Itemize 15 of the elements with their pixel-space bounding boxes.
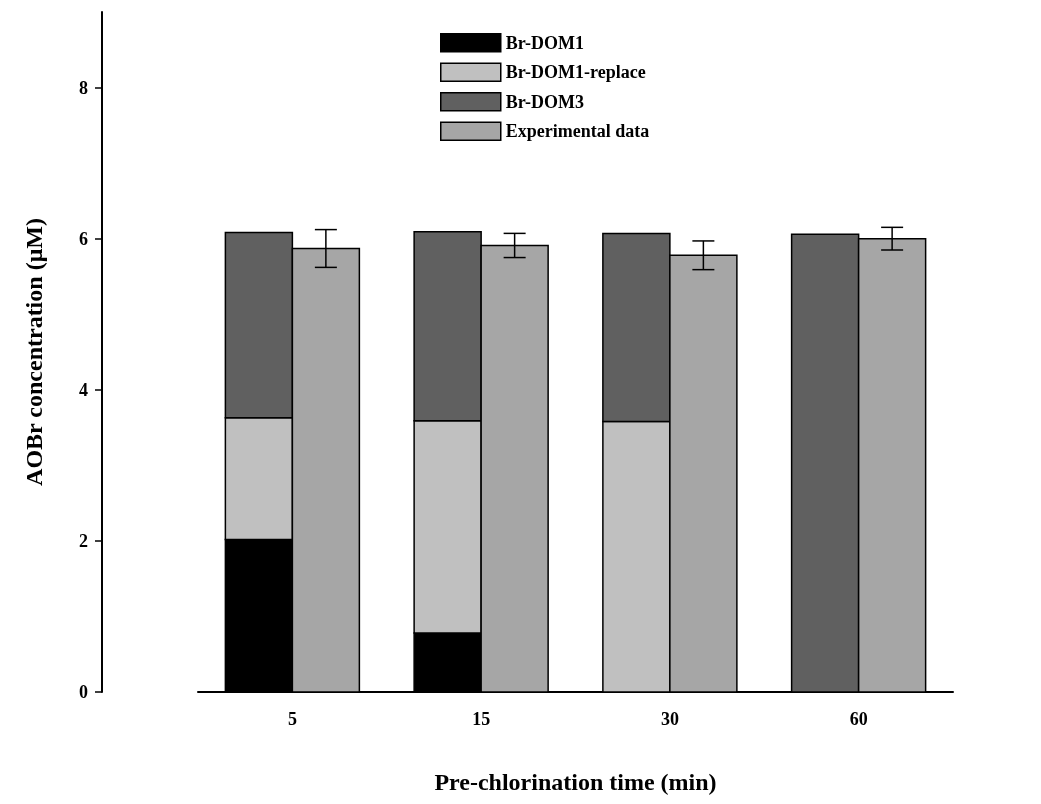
x-tick-label: 30 — [660, 709, 679, 729]
y-tick-label: 0 — [79, 682, 88, 702]
x-tick-label: 5 — [287, 709, 297, 729]
y-axis-title: AOBr concentration (μM) — [21, 218, 47, 486]
y-tick-label: 6 — [79, 228, 88, 249]
legend-label: Br-DOM1 — [505, 32, 585, 53]
y-tick-label: 4 — [79, 379, 88, 400]
legend-label: Br-DOM3 — [505, 91, 585, 112]
legend-label: Br-DOM1-replace — [505, 62, 646, 83]
y-tick-label: 2 — [79, 530, 88, 551]
x-tick-label: 15 — [472, 709, 491, 729]
legend-label: Experimental data — [505, 121, 650, 142]
x-tick-label: 60 — [849, 709, 868, 729]
y-tick-label: 8 — [79, 77, 88, 98]
x-axis-title: Pre-chlorination time (min) — [434, 769, 717, 795]
